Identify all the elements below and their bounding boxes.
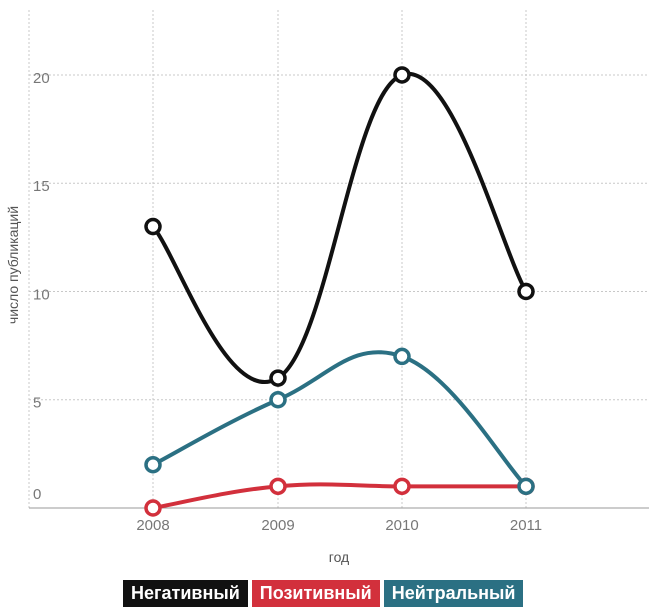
y-tick-label: 10 — [33, 286, 50, 303]
data-point-0-2011 — [517, 282, 535, 301]
data-point-2-2010 — [393, 347, 411, 366]
series-line-1 — [151, 482, 528, 510]
data-point-1-2009 — [269, 477, 287, 496]
x-tick-label: 2008 — [136, 517, 169, 534]
y-tick-label: 0 — [33, 486, 41, 503]
legend-item-2: Нейтральный — [383, 580, 524, 607]
y-tick-labels: 0 5 10 15 20 — [33, 70, 50, 503]
data-point-1-2010 — [393, 477, 411, 496]
x-tick-label: 2009 — [261, 517, 294, 534]
y-axis-title: число публикаций — [5, 206, 21, 324]
legend: Негативный Позитивный Нейтральный — [123, 580, 524, 607]
series-line-2 — [151, 350, 528, 489]
data-point-2-2011 — [517, 477, 535, 496]
series-lines — [151, 71, 528, 510]
data-point-0-2009 — [269, 369, 287, 387]
data-point-1-2008 — [144, 499, 162, 517]
x-tick-labels: 2008 2009 2010 2011 — [136, 517, 542, 534]
series-points — [144, 66, 535, 517]
x-tick-label: 2011 — [510, 517, 542, 534]
y-tick-label: 15 — [33, 178, 50, 195]
grid — [28, 10, 649, 508]
y-tick-label: 20 — [33, 70, 50, 87]
y-tick-label: 5 — [33, 395, 41, 412]
data-point-2-2008 — [144, 455, 162, 474]
series-line-0 — [151, 71, 528, 384]
x-axis-title: год — [329, 549, 349, 565]
line-chart: 0 5 10 15 20 2008 2009 2010 2011 год число публ… — [5, 10, 649, 565]
x-tick-label: 2010 — [385, 517, 418, 534]
legend-item-1: Позитивный — [251, 580, 380, 607]
data-point-2-2009 — [269, 390, 287, 409]
legend-item-0: Негативный — [123, 580, 248, 607]
data-point-0-2008 — [144, 217, 162, 236]
data-point-0-2010 — [393, 66, 411, 84]
